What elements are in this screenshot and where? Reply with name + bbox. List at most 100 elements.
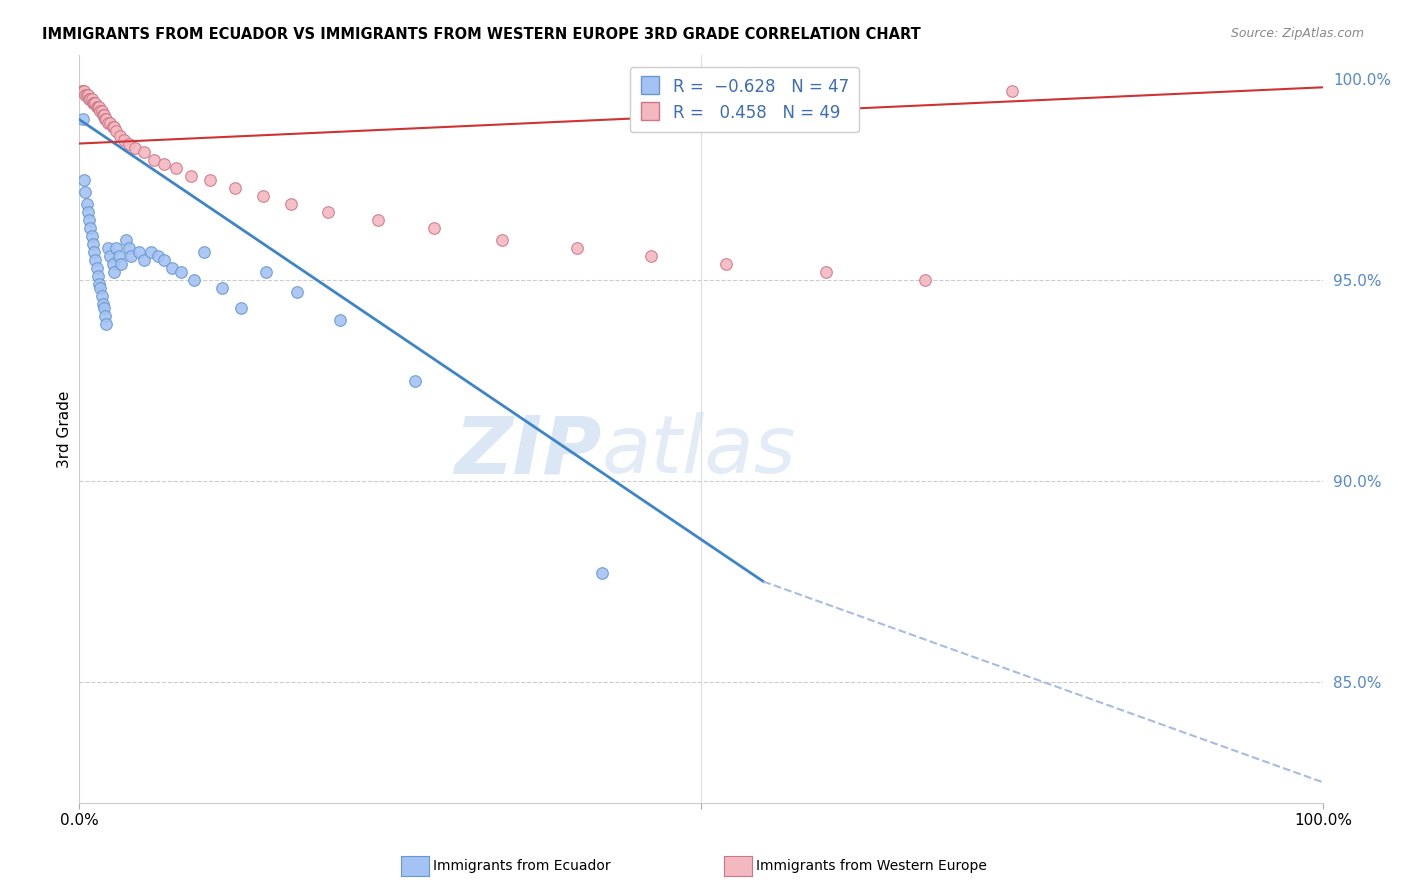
Point — [112, 132, 135, 146]
Point — [96, 318, 118, 332]
Point — [75, 88, 97, 103]
Point — [180, 169, 202, 183]
Point — [640, 249, 662, 263]
Point — [79, 92, 101, 106]
Point — [229, 301, 252, 316]
Text: Immigrants from Ecuador: Immigrants from Ecuador — [433, 859, 610, 873]
Point — [1001, 84, 1024, 98]
Point — [714, 257, 737, 271]
Point — [82, 96, 104, 111]
Point — [72, 84, 94, 98]
Point — [98, 249, 121, 263]
Point — [252, 188, 274, 202]
Point — [124, 140, 146, 154]
Point — [76, 88, 98, 103]
Point — [285, 285, 308, 300]
Point — [87, 100, 110, 114]
Text: IMMIGRANTS FROM ECUADOR VS IMMIGRANTS FROM WESTERN EUROPE 3RD GRADE CORRELATION : IMMIGRANTS FROM ECUADOR VS IMMIGRANTS FR… — [42, 27, 921, 42]
Point — [94, 112, 117, 127]
Point — [591, 566, 613, 581]
Point — [98, 116, 121, 130]
Point — [814, 265, 837, 279]
Point — [97, 241, 120, 255]
Point — [76, 88, 98, 103]
Y-axis label: 3rd Grade: 3rd Grade — [58, 390, 72, 467]
Point — [84, 253, 107, 268]
Point — [491, 233, 513, 247]
Point — [82, 237, 104, 252]
Point — [76, 204, 98, 219]
Text: atlas: atlas — [602, 412, 796, 491]
Point — [170, 265, 193, 279]
Point — [96, 112, 118, 127]
Point — [73, 172, 96, 186]
Point — [152, 156, 174, 170]
Point — [90, 104, 112, 119]
Point — [101, 120, 124, 135]
Point — [90, 289, 112, 303]
Point — [118, 241, 141, 255]
Point — [105, 241, 128, 255]
Point — [87, 277, 110, 292]
Point — [105, 124, 128, 138]
Point — [79, 221, 101, 235]
Point — [211, 281, 233, 295]
Point — [146, 249, 169, 263]
Point — [120, 249, 142, 263]
Point — [914, 273, 936, 287]
Point — [152, 253, 174, 268]
Point — [80, 92, 103, 106]
Point — [404, 374, 426, 388]
Point — [86, 100, 108, 114]
Point — [94, 310, 117, 324]
Point — [77, 213, 100, 227]
Point — [93, 301, 115, 316]
Point — [128, 245, 150, 260]
Point — [132, 253, 155, 268]
Point — [76, 196, 98, 211]
Point — [108, 249, 131, 263]
Point — [198, 172, 221, 186]
Point — [89, 104, 111, 119]
Point — [183, 273, 205, 287]
Point — [141, 245, 163, 260]
Point — [118, 136, 141, 151]
Point — [132, 145, 155, 159]
Point — [103, 265, 125, 279]
Point — [280, 196, 302, 211]
Point — [422, 221, 444, 235]
Point — [110, 257, 132, 271]
Text: Source: ZipAtlas.com: Source: ZipAtlas.com — [1230, 27, 1364, 40]
Point — [97, 116, 120, 130]
Text: ZIP: ZIP — [454, 412, 602, 491]
Point — [329, 313, 352, 327]
Point — [89, 281, 111, 295]
Point — [91, 297, 114, 311]
Point — [80, 229, 103, 244]
Point — [193, 245, 215, 260]
Point — [565, 241, 588, 255]
Point — [75, 185, 97, 199]
Point — [115, 233, 138, 247]
Legend: R =  −0.628   N = 47, R =   0.458   N = 49: R = −0.628 N = 47, R = 0.458 N = 49 — [630, 67, 859, 132]
Point — [93, 108, 115, 122]
Point — [224, 180, 246, 194]
Point — [73, 84, 96, 98]
Point — [103, 120, 125, 135]
Point — [162, 261, 184, 276]
Point — [77, 92, 100, 106]
Point — [83, 245, 105, 260]
Text: Immigrants from Western Europe: Immigrants from Western Europe — [756, 859, 987, 873]
Point — [165, 161, 187, 175]
Point — [87, 100, 110, 114]
Point — [91, 108, 114, 122]
Point — [101, 257, 124, 271]
Point — [86, 261, 108, 276]
Point — [142, 153, 165, 167]
Point — [72, 112, 94, 127]
Point — [84, 96, 107, 111]
Point — [254, 265, 277, 279]
Point — [87, 269, 110, 284]
Point — [70, 84, 93, 98]
Point — [83, 96, 105, 111]
